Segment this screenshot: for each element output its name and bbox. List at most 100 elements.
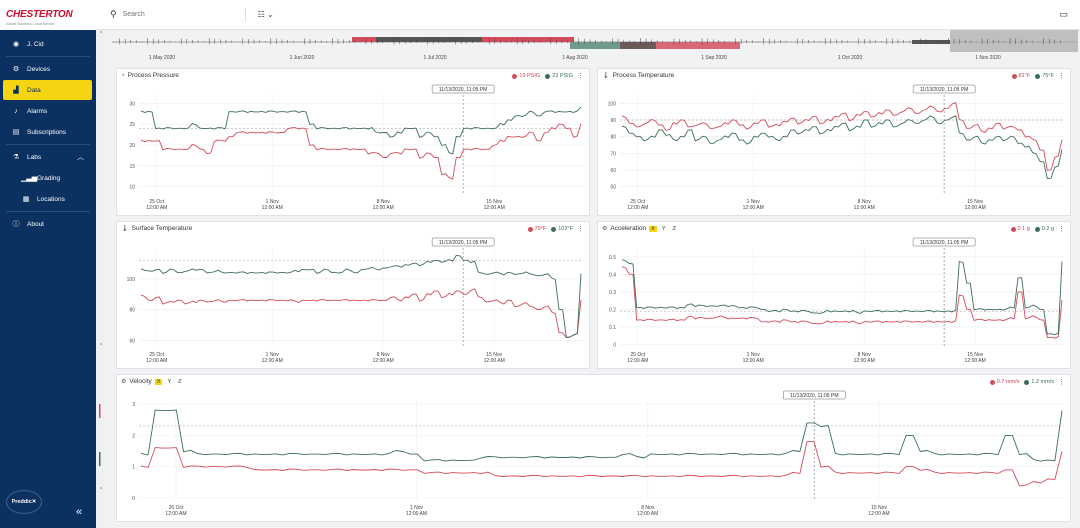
sidebar-item-user[interactable]: ◉ J. Cid bbox=[3, 34, 92, 54]
more-options-icon[interactable]: ⋮ bbox=[1058, 226, 1065, 233]
x-tick-label: 25 Oct bbox=[630, 199, 645, 205]
vibration-icon: ⚙ bbox=[121, 379, 127, 385]
sidebar-item-label: Locations bbox=[37, 195, 65, 203]
sidebar-item-locations[interactable]: ▦ Locations bbox=[3, 189, 92, 209]
sidebar-item-labs[interactable]: ⚗ Labs ︿ bbox=[3, 147, 92, 167]
panel-gutter bbox=[96, 30, 106, 528]
timestamp-box bbox=[783, 390, 846, 400]
timeline-band bbox=[620, 42, 656, 49]
timeline-overview[interactable]: 1 May 2020 1 Jun 2020 1 Jul 2020 1 Aug 2… bbox=[112, 30, 1078, 64]
sidebar-item-data[interactable]: ▟ Data bbox=[3, 80, 92, 100]
sidebar-item-alarms[interactable]: ♪ Alarms bbox=[3, 101, 92, 121]
x-tick-label: 12:00 AM bbox=[406, 511, 427, 517]
more-options-icon[interactable]: ⋮ bbox=[1058, 73, 1065, 80]
x-tick-label: 8 Nov bbox=[858, 352, 872, 358]
card-title: Process Temperature bbox=[612, 72, 675, 79]
x-tick-label: 8 Nov bbox=[641, 505, 655, 511]
card-header: 🌡 Process Temperature bbox=[602, 72, 674, 79]
legend-red-value: 0.7 mm/s bbox=[996, 379, 1020, 385]
timeline-svg bbox=[112, 30, 1078, 52]
legend-green: 102°F bbox=[551, 226, 573, 232]
legend-dot bbox=[545, 73, 551, 79]
axis-x-button[interactable]: X bbox=[154, 378, 163, 385]
series-line-green bbox=[140, 409, 1063, 462]
series-line-green bbox=[140, 106, 582, 155]
brand-name: CHESTERTON bbox=[6, 9, 73, 20]
axis-z-button[interactable]: Z bbox=[178, 378, 182, 385]
y-tick-label: 70 bbox=[610, 151, 616, 157]
x-tick-label: 12:00 AM bbox=[854, 358, 875, 364]
y-tick-label: 0 bbox=[613, 342, 616, 348]
x-tick-label: 12:00 AM bbox=[854, 205, 875, 211]
series-line-red bbox=[140, 288, 582, 338]
y-tick-label: 0.3 bbox=[609, 290, 616, 296]
sidebar-item-about[interactable]: ⓘ About bbox=[3, 214, 92, 234]
timeline-band bbox=[570, 42, 620, 49]
card-header: 🌡 Surface Temperature bbox=[121, 225, 192, 232]
timeline-selection-window[interactable] bbox=[950, 30, 1078, 52]
timeline-band bbox=[376, 37, 482, 42]
more-options-icon[interactable]: ⋮ bbox=[577, 226, 584, 233]
top-bar: ⚲ ☷ ⌄ ▭ bbox=[96, 0, 1080, 30]
y-tick-label: 0 bbox=[132, 496, 135, 502]
axis-y-button[interactable]: Y bbox=[167, 378, 172, 385]
y-tick-label: 1 bbox=[132, 465, 135, 471]
brand-tagline: Global Solutions, Local Service bbox=[6, 22, 55, 26]
chart-card-acceleration: 0 0.1 0.2 0.3 0.4 0.5 25 Oct 12:00 AM 1 Nov 12:00… bbox=[597, 221, 1071, 369]
axis-y-button[interactable]: Y bbox=[661, 225, 666, 232]
legend-red: 81°F bbox=[1011, 73, 1030, 79]
legend-dot bbox=[989, 379, 995, 385]
timeline-label: 1 Jun 2020 bbox=[289, 55, 315, 61]
x-tick-label: 15 Nov bbox=[486, 199, 502, 205]
series-line-red bbox=[140, 123, 582, 180]
series-line-green bbox=[621, 259, 1063, 336]
legend-red: 0.7 mm/s bbox=[989, 379, 1020, 385]
x-tick-label: 15 Nov bbox=[871, 505, 887, 511]
filter-sliders-icon[interactable]: ☷ ⌄ bbox=[257, 10, 274, 19]
collapse-sidebar-icon[interactable]: « bbox=[76, 506, 83, 518]
sidebar-item-subscriptions[interactable]: ▤ Subscriptions bbox=[3, 122, 92, 142]
legend-dot bbox=[1010, 226, 1016, 232]
timeline-label: 1 Sep 2020 bbox=[701, 55, 727, 61]
y-tick-label: 2 bbox=[132, 433, 135, 439]
brand-logo[interactable]: CHESTERTON Global Solutions, Local Servi… bbox=[0, 0, 96, 30]
legend-red-value: 19 PSIG bbox=[519, 73, 541, 79]
toolbar-divider bbox=[244, 7, 246, 22]
card-title: Surface Temperature bbox=[131, 225, 193, 232]
y-tick-label: 90 bbox=[610, 118, 616, 124]
sidebar-item-label: J. Cid bbox=[27, 40, 44, 48]
search-icon[interactable]: ⚲ bbox=[110, 9, 117, 19]
more-options-icon[interactable]: ⋮ bbox=[1058, 379, 1065, 386]
x-tick-label: 12:00 AM bbox=[627, 358, 648, 364]
search-input[interactable] bbox=[122, 11, 223, 18]
signal-icon: ▁▃▅ bbox=[21, 175, 38, 182]
chart-card-surface-temperature: 60 80 100 25 Oct 12:00 AM 1 Nov 12:00 AM 8 Nov 1… bbox=[116, 221, 590, 369]
nav-divider bbox=[6, 211, 90, 212]
timeline-label: 1 May 2020 bbox=[148, 55, 176, 61]
card-title: Velocity bbox=[129, 378, 152, 385]
sidebar-item-grading[interactable]: ▁▃▅ Grading bbox=[3, 168, 92, 188]
x-tick-label: 12:00 AM bbox=[373, 358, 394, 364]
feedback-icon[interactable]: ▭ bbox=[1059, 9, 1068, 19]
x-tick-label: 1 Nov bbox=[410, 505, 424, 511]
sidebar-item-devices[interactable]: ⚙ Devices bbox=[3, 59, 92, 79]
more-options-icon[interactable]: ⋮ bbox=[577, 73, 584, 80]
sidebar-item-label: Devices bbox=[27, 65, 51, 73]
nav-divider bbox=[6, 56, 90, 57]
sidebar-item-label: Grading bbox=[37, 174, 61, 182]
legend-green-value: 75°F bbox=[1042, 73, 1054, 79]
chart-legend: 0.1 g 0.2 g bbox=[1010, 226, 1054, 232]
x-tick-label: 12:00 AM bbox=[484, 205, 505, 211]
timeline-label: 1 Aug 2020 bbox=[562, 55, 588, 61]
legend-dot bbox=[1034, 226, 1040, 232]
axis-x-button[interactable]: X bbox=[649, 225, 657, 232]
timeline-label: 1 Nov 2020 bbox=[975, 55, 1001, 61]
legend-green: 75°F bbox=[1035, 73, 1054, 79]
axis-z-button[interactable]: Z bbox=[672, 225, 676, 232]
x-tick-label: 25 Oct bbox=[149, 352, 164, 358]
